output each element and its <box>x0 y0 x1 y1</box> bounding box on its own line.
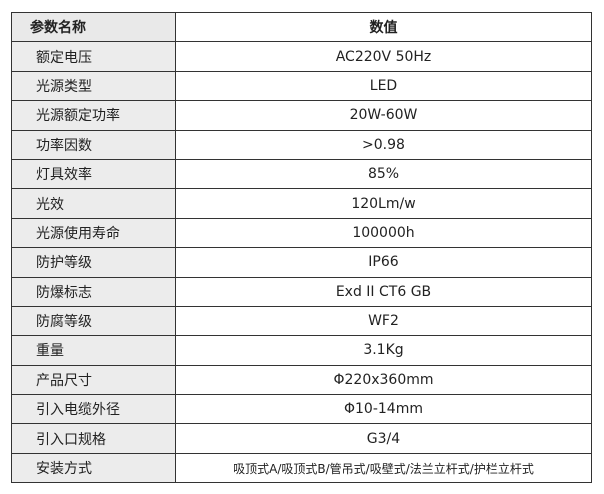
spec-table: 参数名称 数值 额定电压 AC220V 50Hz 光源类型 LED 光源额定功率 20W-… <box>11 11 592 484</box>
param-value: Φ10-14mm <box>175 394 592 425</box>
param-value: AC220V 50Hz <box>175 41 592 72</box>
table-row: 功率因数 >0.98 <box>11 129 592 160</box>
table-row: 安装方式 吸顶式A/吸顶式B/管吊式/吸壁式/法兰立杆式/护栏立杆式 <box>11 452 592 484</box>
param-name: 引入口规格 <box>11 423 176 454</box>
param-name: 安装方式 <box>11 452 176 484</box>
param-value: 120Lm/w <box>175 188 592 219</box>
param-name: 引入电缆外径 <box>11 394 176 425</box>
table-row: 重量 3.1Kg <box>11 335 592 366</box>
table-row: 防护等级 IP66 <box>11 247 592 278</box>
param-name: 光源类型 <box>11 70 176 102</box>
param-value: >0.98 <box>175 129 592 160</box>
param-value: 20W-60W <box>175 100 592 131</box>
param-name: 额定电压 <box>11 41 176 72</box>
param-name: 灯具效率 <box>11 158 176 190</box>
header-param-name: 参数名称 <box>11 11 176 43</box>
param-name: 光源使用寿命 <box>11 217 176 249</box>
param-name: 重量 <box>11 335 176 366</box>
param-name: 光源额定功率 <box>11 100 176 131</box>
param-value: 100000h <box>175 217 592 249</box>
param-name: 产品尺寸 <box>11 364 176 396</box>
param-value: Φ220x360mm <box>175 364 592 396</box>
param-name: 防护等级 <box>11 247 176 278</box>
table-row: 引入口规格 G3/4 <box>11 423 592 454</box>
table-row: 防腐等级 WF2 <box>11 305 592 337</box>
param-value: IP66 <box>175 247 592 278</box>
param-value: 3.1Kg <box>175 335 592 366</box>
param-value: 85% <box>175 158 592 190</box>
param-name: 防腐等级 <box>11 305 176 337</box>
param-value: LED <box>175 70 592 102</box>
param-value: Exd II CT6 GB <box>175 276 592 307</box>
table-row: 引入电缆外径 Φ10-14mm <box>11 394 592 425</box>
param-value: 吸顶式A/吸顶式B/管吊式/吸壁式/法兰立杆式/护栏立杆式 <box>175 452 592 484</box>
table-row: 产品尺寸 Φ220x360mm <box>11 364 592 396</box>
param-value: WF2 <box>175 305 592 337</box>
table-row: 光效 120Lm/w <box>11 188 592 219</box>
header-value: 数值 <box>175 11 592 43</box>
table-row: 光源额定功率 20W-60W <box>11 100 592 131</box>
header-row: 参数名称 数值 <box>11 11 592 43</box>
param-name: 光效 <box>11 188 176 219</box>
param-name: 防爆标志 <box>11 276 176 307</box>
param-value: G3/4 <box>175 423 592 454</box>
table-row: 光源使用寿命 100000h <box>11 217 592 249</box>
table-row: 灯具效率 85% <box>11 158 592 190</box>
table-row: 额定电压 AC220V 50Hz <box>11 41 592 72</box>
param-name: 功率因数 <box>11 129 176 160</box>
table-row: 光源类型 LED <box>11 70 592 102</box>
table-row: 防爆标志 Exd II CT6 GB <box>11 276 592 307</box>
